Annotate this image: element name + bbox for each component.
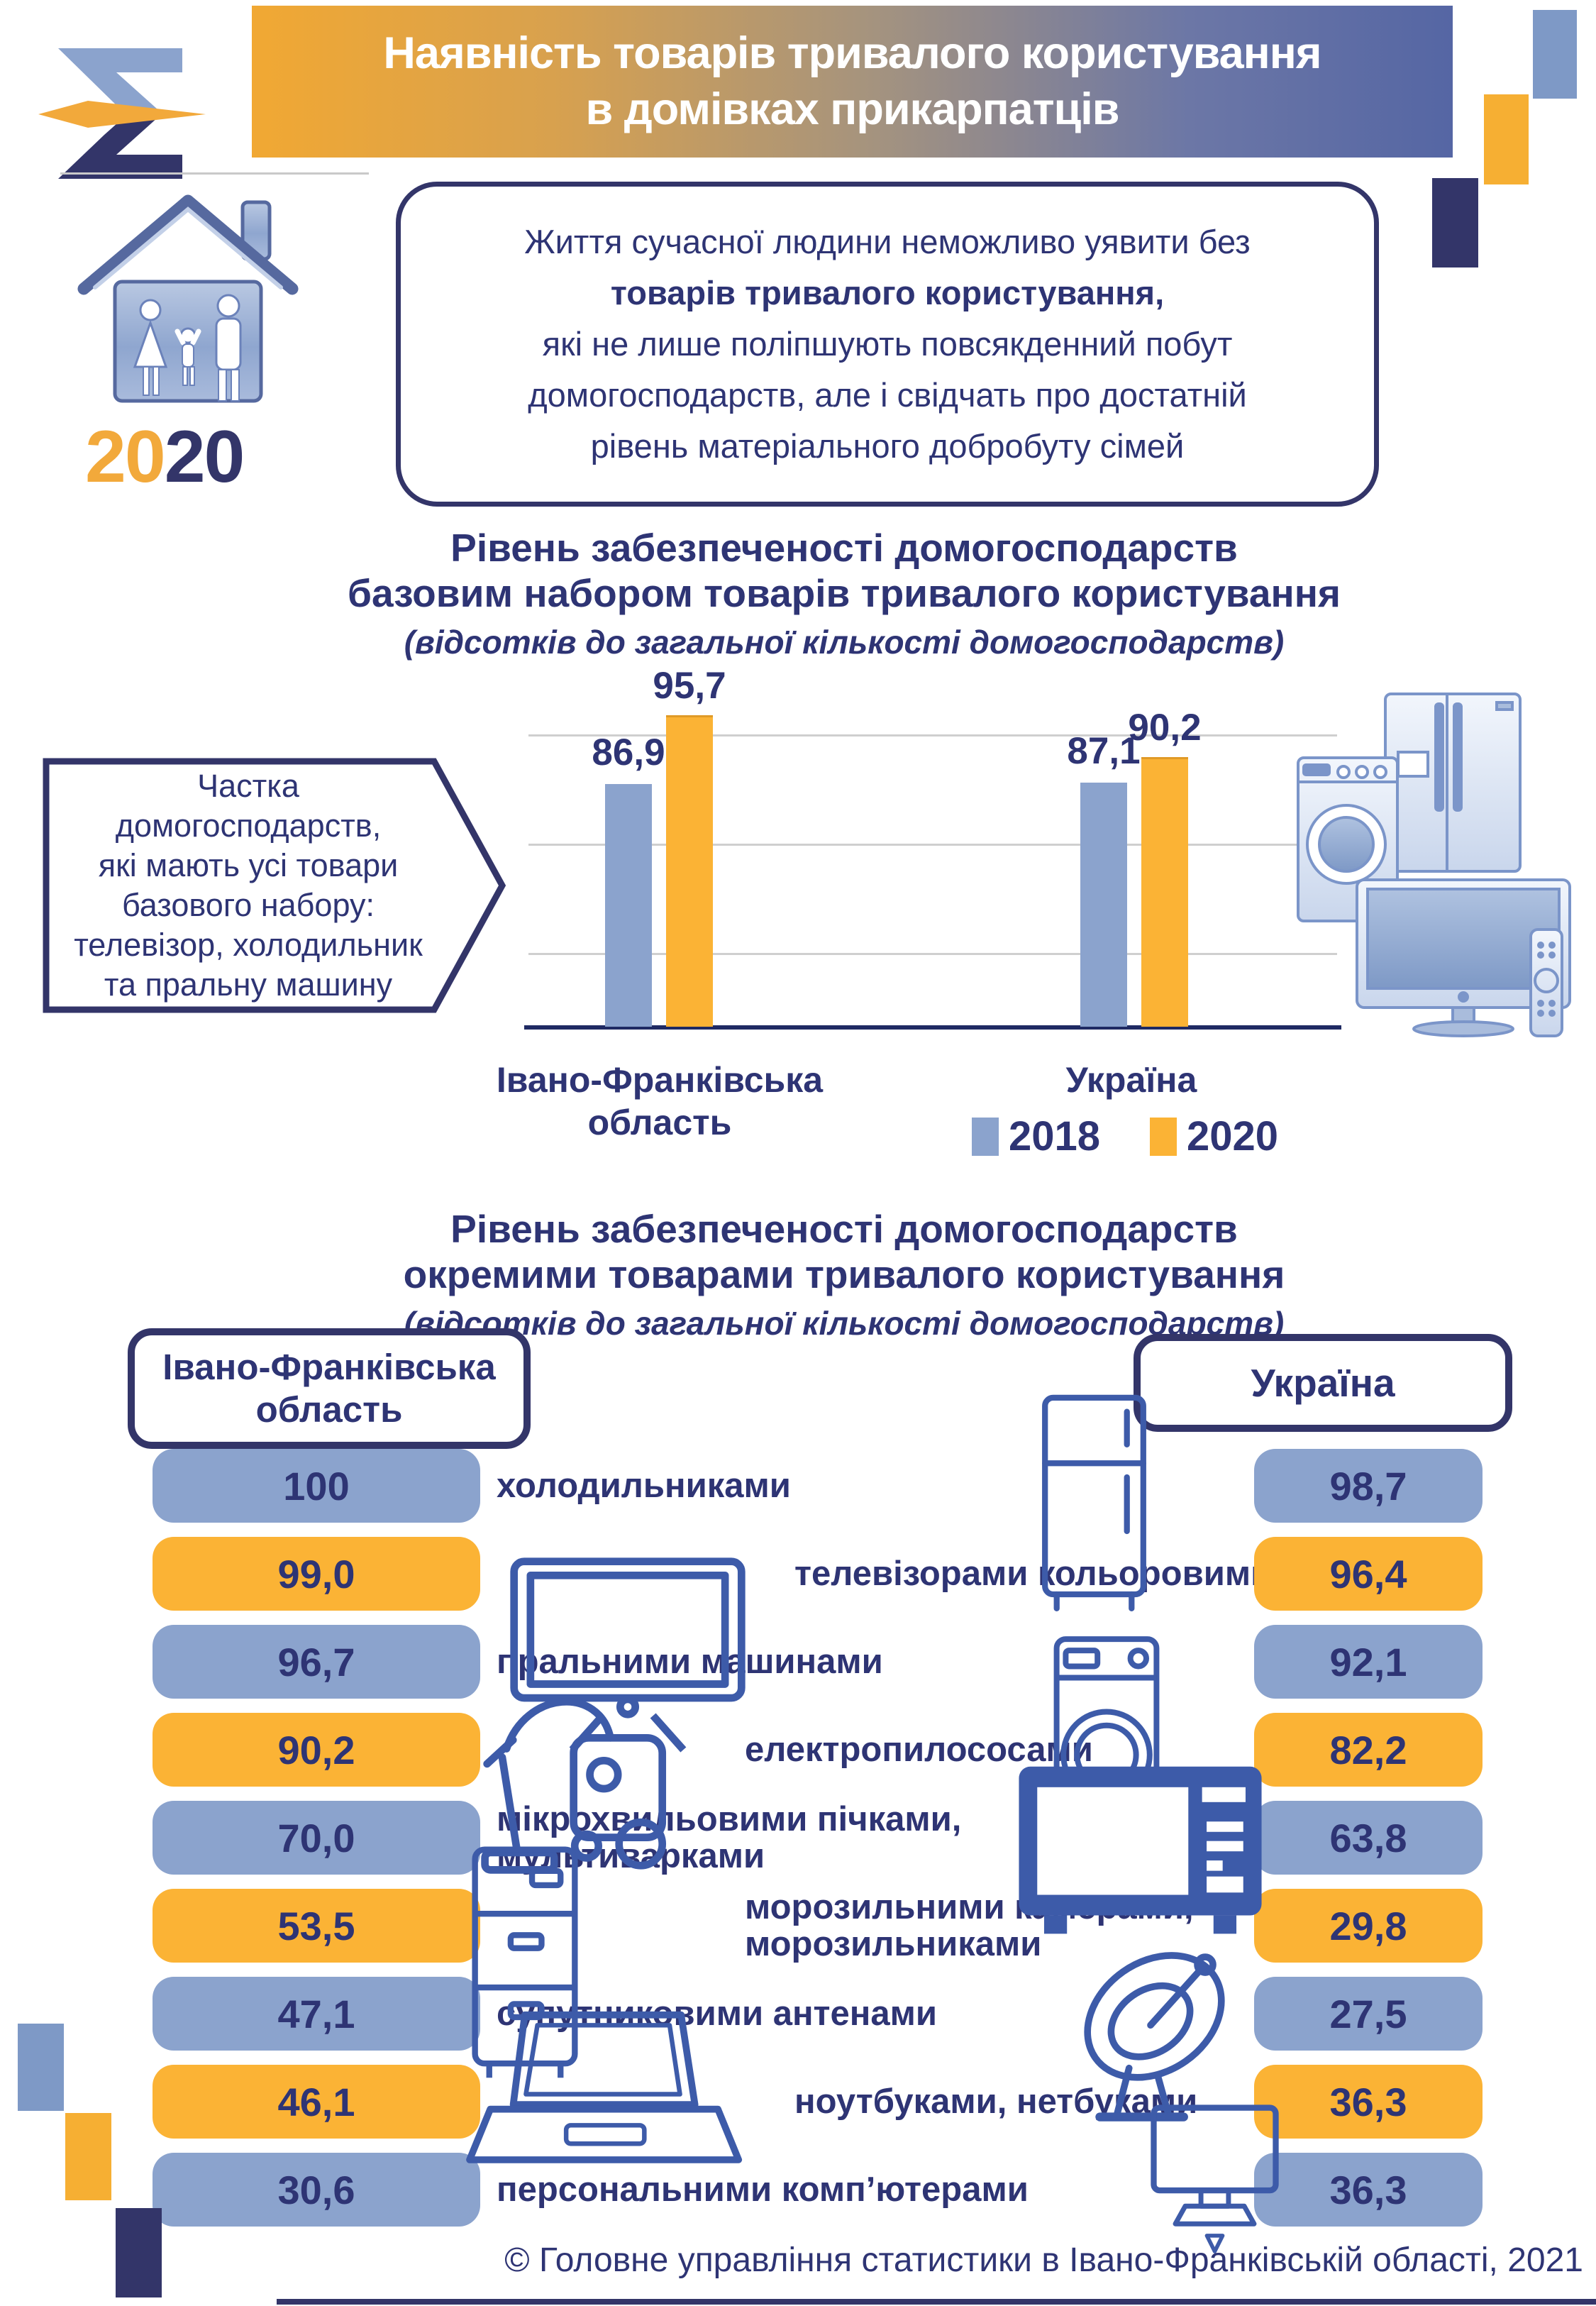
ukraine-value-pill: 96,4 <box>1254 1537 1483 1611</box>
satellite-dish-icon <box>1057 1930 1252 2132</box>
bar-value-label: 87,1 <box>1067 730 1141 772</box>
intro-line1: Життя сучасної людини неможливо уявити б… <box>524 223 1251 260</box>
page-title-line2: в домівках прикарпатців <box>585 84 1119 134</box>
ukraine-column-header: Україна <box>1134 1334 1512 1432</box>
legend-swatch-2018 <box>972 1117 999 1156</box>
table-row-washing-machines: 96,7 пральними машинами 92,1 <box>0 1625 1596 1699</box>
laptop-icon <box>447 2008 759 2175</box>
legend-item-2020: 2020 <box>1150 1113 1278 1160</box>
decorative-rect-blue-top <box>1533 10 1577 99</box>
house-family-icon <box>71 181 305 415</box>
bar-value-label: 95,7 <box>653 665 726 707</box>
row-label: холодильниками <box>497 1467 791 1505</box>
region-value-pill: 99,0 <box>153 1537 480 1611</box>
callout-arrow-box: Частка домогосподарств, які мають усі то… <box>43 758 511 1013</box>
chart1-legend: 2018 2020 <box>972 1113 1278 1160</box>
x-label-ukraine: Україна <box>1065 1060 1197 1100</box>
region-value-pill: 70,0 <box>153 1801 480 1875</box>
decorative-rect-navy-top <box>1432 178 1478 267</box>
collage-tv <box>1356 878 1571 1037</box>
legend-swatch-2020 <box>1150 1117 1177 1156</box>
chart1-title: Рівень забезпеченості домогосподарств ба… <box>347 526 1341 615</box>
region-value-pill: 90,2 <box>153 1713 480 1787</box>
bar-value-label: 90,2 <box>1128 707 1202 749</box>
table-row-freezers: 53,5 морозильними камерами, морозильникам… <box>0 1889 1596 1963</box>
year-first-half: 20 <box>85 416 166 498</box>
x-axis-line <box>524 1025 1341 1030</box>
row-label: морозильними камерами, морозильниками <box>745 1888 1194 1963</box>
ukraine-value-pill: 92,1 <box>1254 1625 1483 1699</box>
table-row-tvs: 99,0 телевізорами кольоровими 96,4 <box>0 1537 1596 1611</box>
decorative-rect-blue-bottom <box>18 2024 64 2111</box>
intro-line4: домогосподарств, але і свідчать про дост… <box>528 376 1247 414</box>
chart1-subtitle: (відсотків до загальної кількості домого… <box>404 624 1285 661</box>
region-value-pill: 47,1 <box>153 1977 480 2051</box>
table-row-laptops: 46,1 ноутбуками, нетбуками 36,3 <box>0 2065 1596 2139</box>
collage-fridge <box>1384 693 1522 873</box>
gridline <box>528 844 1337 846</box>
fridge-icon <box>1036 1391 1153 1618</box>
appliances-photo-collage <box>1297 674 1591 1061</box>
tv-icon <box>497 1554 759 1756</box>
region-value-pill: 46,1 <box>153 2065 480 2139</box>
decorative-rect-navy-bottom <box>116 2208 162 2297</box>
x-label-region: Івано-Франківська область <box>496 1060 824 1142</box>
callout-text: Частка домогосподарств, які мають усі то… <box>74 768 423 1003</box>
bottom-divider-line <box>277 2299 1596 2305</box>
intro-text-box: Життя сучасної людини неможливо уявити б… <box>396 182 1379 507</box>
vacuum-cleaner-icon <box>468 1682 709 1898</box>
divider-line <box>60 172 369 175</box>
ukraine-value-pill: 36,3 <box>1254 2153 1483 2227</box>
microwave-icon <box>1014 1745 1266 1958</box>
year-second-half: 20 <box>164 416 245 498</box>
decorative-rect-orange-top <box>1484 94 1529 184</box>
table-row-satellite-antennas: 47,1 супутниковими антенами 27,5 <box>0 1977 1596 2051</box>
ukraine-value-pill: 27,5 <box>1254 1977 1483 2051</box>
ukraine-value-pill: 82,2 <box>1254 1713 1483 1787</box>
table-row-microwaves: 70,0 мікрохвильовими пічками, мультиварка… <box>0 1801 1596 1875</box>
ukraine-value-pill: 98,7 <box>1254 1449 1483 1523</box>
region-value-pill: 53,5 <box>153 1889 480 1963</box>
decorative-rect-orange-bottom <box>65 2113 111 2200</box>
region-value-pill: 30,6 <box>153 2153 480 2227</box>
bar-value-label: 86,9 <box>592 732 665 773</box>
region-column-header: Івано-Франківська область <box>128 1328 531 1449</box>
table-row-refrigerators: 100 холодильниками 98,7 <box>0 1449 1596 1523</box>
chart1-plot-area: 86,9 95,7 87,1 90,2 <box>524 665 1341 1030</box>
table-row-vacuum-cleaners: 90,2 електропилососами 82,2 <box>0 1713 1596 1787</box>
page-title-line1: Наявність товарів тривалого користування <box>383 28 1321 78</box>
ukraine-value-pill: 36,3 <box>1254 2065 1483 2139</box>
row-label: персональними комп’ютерами <box>497 2170 1029 2209</box>
region-value-pill: 100 <box>153 1449 480 1523</box>
section2-title: Рівень забезпеченості домогосподарств ок… <box>403 1207 1285 1296</box>
desktop-computer-icon <box>1146 2104 1284 2256</box>
row-label: електропилососами <box>745 1731 1093 1769</box>
row-label: пральними машинами <box>497 1643 883 1681</box>
intro-line2-bold: товарів тривалого користування, <box>610 274 1165 311</box>
gridline <box>528 734 1337 737</box>
copyright-note: © Головне управління статистики в Івано-… <box>504 2241 1583 2279</box>
table-row-personal-computers: 30,6 персональними комп’ютерами 36,3 <box>0 2153 1596 2227</box>
section2-subtitle: (відсотків до загальної кількості домого… <box>404 1305 1285 1342</box>
region-value-pill: 96,7 <box>153 1625 480 1699</box>
ukraine-value-pill: 63,8 <box>1254 1801 1483 1875</box>
gridline <box>528 953 1337 955</box>
year-badge: 2020 <box>85 415 319 500</box>
ukraine-value-pill: 29,8 <box>1254 1889 1483 1963</box>
intro-line5: рівень матеріального добробуту сімей <box>590 427 1185 465</box>
row-label: телевізорами кольоровими <box>794 1555 1273 1593</box>
freezer-icon <box>465 1845 585 2082</box>
statistics-sigma-logo-icon <box>37 43 207 184</box>
header-banner: Наявність товарів тривалого користування… <box>252 6 1453 158</box>
intro-line3: які не лише поліпшують повсякденний побу… <box>542 325 1233 363</box>
legend-item-2018: 2018 <box>972 1113 1100 1160</box>
